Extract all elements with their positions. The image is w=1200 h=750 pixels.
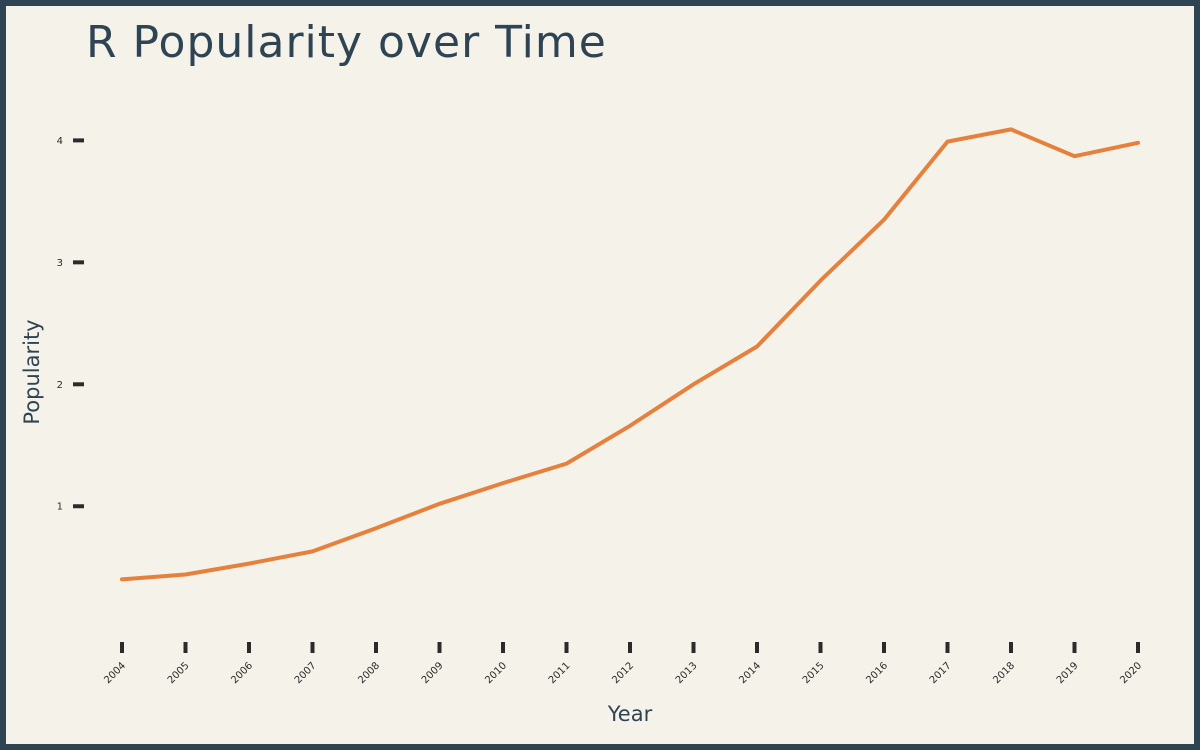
x-tick-label: 2015 [801,660,827,686]
x-tick-label: 2019 [1055,660,1081,686]
series-line [120,127,1140,582]
x-axis-title: Year [607,702,653,726]
y-axis-title: Popularity [20,319,44,424]
x-tick-label: 2018 [991,660,1017,686]
x-tick-label: 2004 [102,660,128,686]
x-axis: 2004 2005 2006 2007 2008 2009 2010 2011 2012 2013… [102,642,1144,686]
x-tick-label: 2008 [356,660,382,686]
x-tick-label: 2007 [293,660,319,686]
x-tick-label: 2010 [483,660,509,686]
x-tick-label: 2012 [610,660,636,686]
series-group [120,127,1140,582]
x-tick-label: 2005 [166,660,192,686]
x-tick-label: 2009 [420,660,446,686]
x-tick-label: 2016 [864,660,890,686]
x-tick-label: 2020 [1118,660,1144,686]
y-tick-label: 4 [57,136,63,147]
x-tick-label: 2011 [547,660,573,686]
x-tick-label: 2017 [928,660,954,686]
y-axis: 1 2 3 4 [57,136,84,513]
y-tick-label: 3 [57,258,63,269]
y-tick-label: 1 [57,502,63,513]
x-tick-label: 2014 [737,660,763,686]
chart-title: R Popularity over Time [86,17,607,68]
line-chart: R Popularity over Time Year Popularity 1… [20,17,1144,726]
chart-frame: R Popularity over Time Year Popularity 1… [6,6,1194,744]
y-tick-label: 2 [57,380,63,391]
x-tick-label: 2013 [674,660,700,686]
x-tick-label: 2006 [229,660,255,686]
